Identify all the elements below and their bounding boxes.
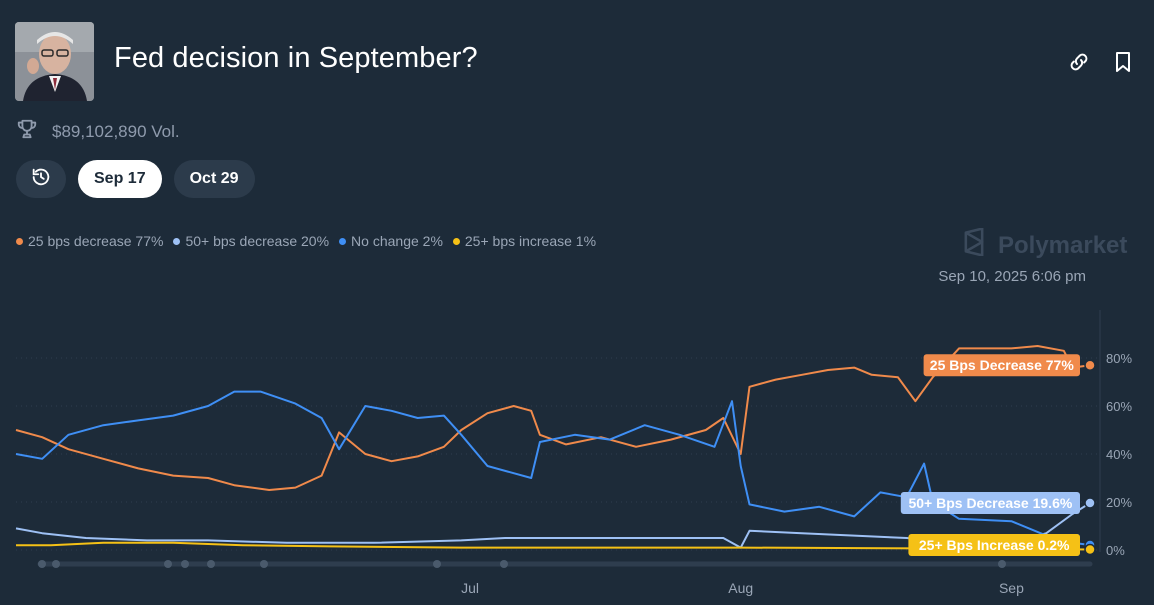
series-endpoint — [1084, 543, 1096, 556]
y-tick-label: 40% — [1106, 447, 1132, 462]
legend-dot — [452, 237, 460, 245]
bookmark-icon[interactable] — [1111, 50, 1135, 74]
volume-row: $89,102,890 Vol. — [16, 118, 180, 145]
series-end-label: 25 Bps Decrease 77% — [930, 357, 1075, 373]
timeline-marker — [500, 560, 508, 568]
history-icon — [30, 166, 52, 193]
timeline-marker — [181, 560, 189, 568]
chart-legend: 25 bps decrease 77% 50+ bps decrease 20%… — [16, 233, 596, 249]
trophy-icon — [16, 118, 38, 145]
date-tab-sep-17[interactable]: Sep 17 — [78, 160, 162, 198]
series-line — [16, 541, 1091, 551]
chart-timestamp: Sep 10, 2025 6:06 pm — [938, 268, 1086, 285]
legend-item: 50+ bps decrease 20% — [173, 233, 329, 249]
series-endpoint — [1084, 497, 1096, 509]
series-line — [15, 390, 1091, 546]
legend-label: 25+ bps increase 1% — [464, 233, 597, 249]
legend-label: No change 2% — [351, 233, 443, 249]
legend-item: 25 bps decrease 77% — [16, 233, 163, 249]
legend-item: No change 2% — [339, 233, 443, 249]
market-image — [15, 22, 94, 101]
series-line — [15, 345, 1091, 491]
series-end-label: 25+ Bps Increase 0.2% — [919, 537, 1070, 553]
polymarket-logo-icon — [960, 227, 988, 263]
legend-label: 25 bps decrease 77% — [28, 233, 164, 249]
timeline-marker — [433, 560, 441, 568]
history-button[interactable] — [16, 160, 66, 198]
x-tick-label: Sep — [999, 580, 1024, 596]
y-tick-label: 0% — [1106, 543, 1125, 558]
timeline-marker — [52, 560, 60, 568]
series-end-label-box — [923, 354, 1080, 377]
market-title: Fed decision in September? — [114, 42, 478, 74]
legend-dot — [16, 237, 23, 245]
x-tick-label: Jul — [461, 580, 479, 596]
series-end-label-box — [908, 534, 1080, 556]
timeline-marker — [207, 560, 215, 568]
timeline-marker — [260, 560, 268, 568]
date-tab-oct-29[interactable]: Oct 29 — [173, 160, 255, 198]
x-tick-label: Aug — [728, 580, 753, 596]
price-chart[interactable]: 0% 20% 40% 60% 80% Jul Aug Sep 25 Bps Decrease … — [0, 290, 1154, 605]
y-tick-label: 60% — [1106, 399, 1132, 414]
timeline-marker — [998, 560, 1006, 568]
y-tick-label: 20% — [1106, 495, 1132, 510]
timeline-marker — [38, 560, 46, 568]
legend-dot — [339, 237, 347, 245]
link-icon[interactable] — [1067, 50, 1091, 74]
timeline-marker — [164, 560, 172, 568]
y-tick-label: 80% — [1106, 351, 1132, 366]
volume-text: $89,102,890 Vol. — [52, 121, 180, 141]
legend-item: 25+ bps increase 1% — [452, 233, 597, 249]
legend-label: 50+ bps decrease 20% — [185, 233, 330, 249]
date-selector: Sep 17 Oct 29 — [16, 160, 255, 198]
brand-name: Polymarket — [998, 231, 1128, 259]
legend-dot — [173, 237, 181, 245]
series-end-label-box — [900, 491, 1080, 514]
series-end-label: 50+ Bps Decrease 19.6% — [908, 495, 1072, 511]
series-endpoint — [1084, 359, 1096, 371]
polymarket-watermark: Polymarket — [960, 227, 1128, 263]
